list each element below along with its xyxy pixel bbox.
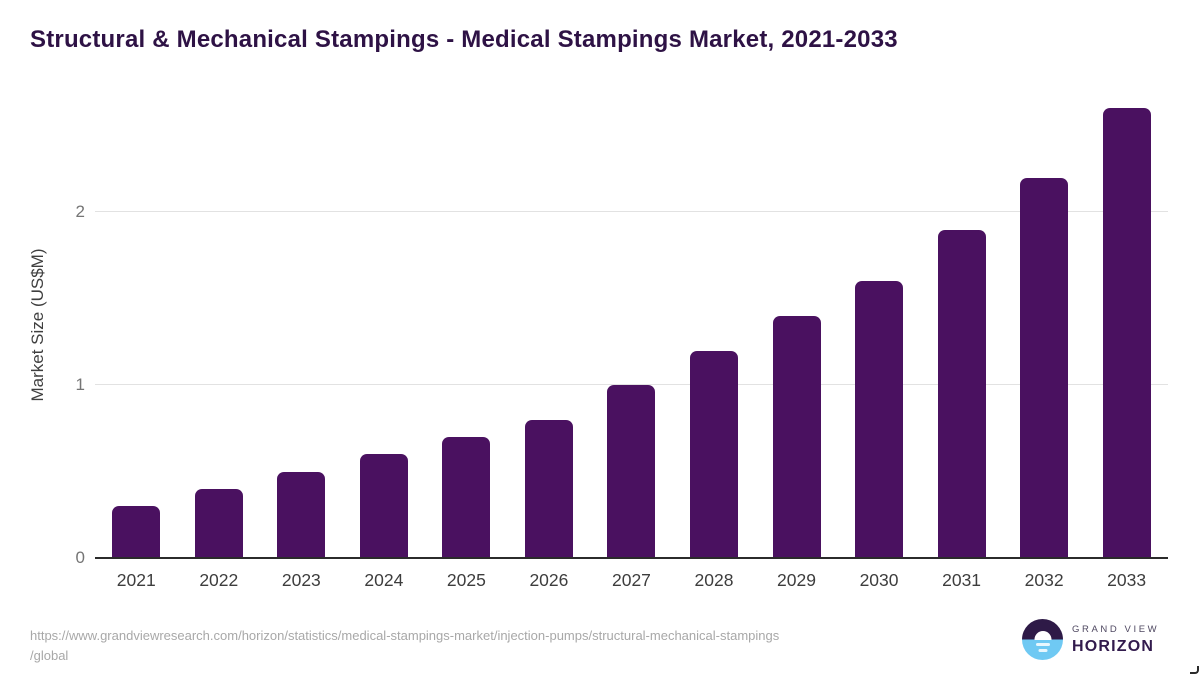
bar-slot [178,105,261,558]
sun-reflection-bar [1035,643,1050,646]
source-url: https://www.grandviewresearch.com/horizo… [30,626,779,666]
corner-mark [1190,666,1199,674]
x-tick-label-2023: 2023 [281,570,321,590]
bar-slot [590,105,673,558]
bar-2024 [359,454,408,558]
x-tick-label-2029: 2029 [777,570,816,590]
bar-slot [1003,105,1086,558]
brand-text: GRAND VIEW HORIZON [1072,624,1159,656]
y-tick-label-2: 2 [75,202,85,222]
bar-2027 [607,385,656,558]
bar-slot [920,105,1003,558]
x-axis-line [95,557,1168,559]
gridline-y-1 [95,384,1168,386]
x-tick-labels: 2021 2022 2023 2024 2025 2026 2027 2028 2029 2030… [95,570,1168,591]
bar-2025 [442,436,491,558]
bar-2023 [277,471,326,558]
bars-container [95,105,1168,558]
brand-name-top: GRAND VIEW [1072,623,1160,635]
sun-reflection-bar [1038,649,1047,652]
x-tick-label-2030: 2030 [859,570,899,590]
x-tick-label-2021: 2021 [116,570,156,590]
bar-2031 [937,229,986,558]
x-tick-label-2027: 2027 [611,570,651,590]
bar-slot [838,105,921,558]
source-url-line2: /global [30,648,69,663]
bar-2029 [772,315,821,558]
x-tick-label-2025: 2025 [446,570,486,590]
gridline-y-2 [95,211,1168,213]
x-tick-label-2031: 2031 [942,570,982,590]
y-tick-label-1: 1 [75,375,85,395]
bar-slot [95,105,178,558]
bar-2028 [689,350,738,558]
bar-slot [260,105,343,558]
x-tick-label-2028: 2028 [694,570,734,590]
brand-logo: GRAND VIEW HORIZON [1022,619,1159,660]
horizon-logo-icon [1022,619,1063,660]
bar-2030 [855,281,904,558]
bar-2022 [194,488,243,558]
bar-2033 [1102,108,1151,558]
brand-name-bottom: HORIZON [1072,637,1155,655]
bar-slot [1085,105,1168,558]
bar-slot [343,105,426,558]
chart-title: Structural & Mechanical Stampings - Medi… [30,26,898,53]
bar-slot [425,105,508,558]
sun-icon [1034,630,1051,640]
source-url-line1: https://www.grandviewresearch.com/horizo… [30,628,780,643]
x-tick-label-2024: 2024 [364,570,404,590]
bar-2026 [524,419,573,558]
x-tick-label-2032: 2032 [1024,570,1064,590]
bar-slot [673,105,756,558]
plot-area [95,105,1168,559]
bar-2032 [1020,177,1069,558]
bar-slot [755,105,838,558]
y-tick-label-0: 0 [75,548,85,567]
x-tick-label-2026: 2026 [529,570,569,590]
x-tick-label-2033: 2033 [1107,570,1147,590]
bar-2021 [112,506,161,558]
x-tick-label-2022: 2022 [199,570,239,590]
bar-slot [508,105,591,558]
